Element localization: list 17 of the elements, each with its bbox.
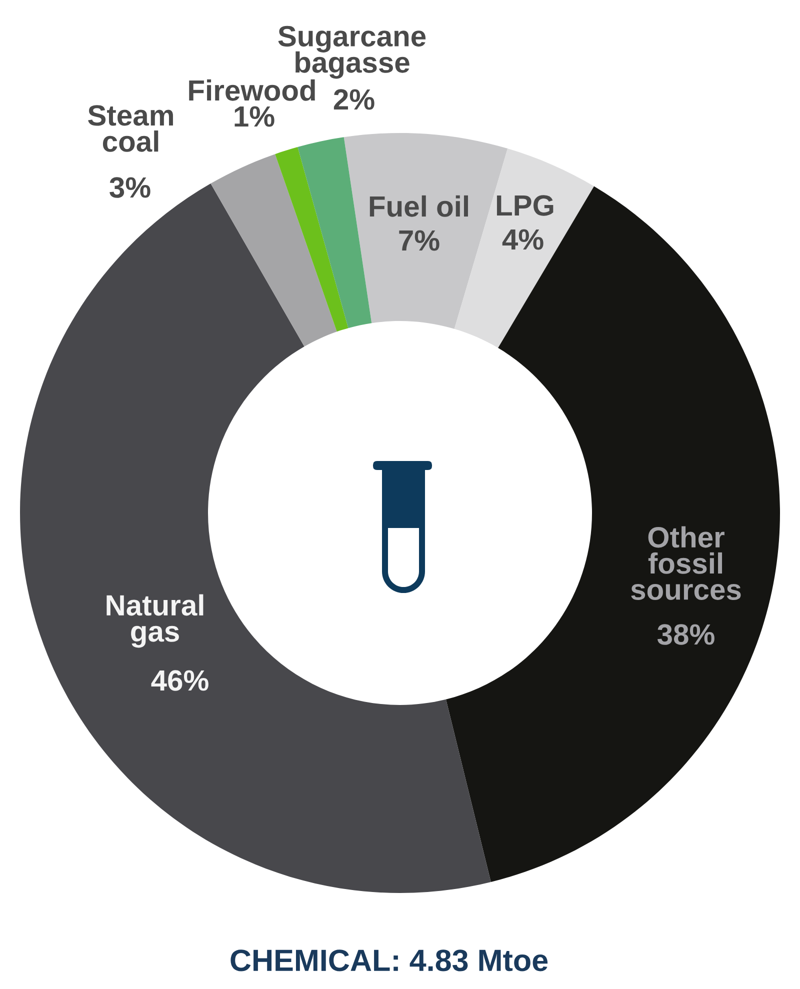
data-label: 2% — [334, 89, 374, 110]
slice-label: Fuel oil — [370, 195, 468, 217]
data-label: 7% — [399, 230, 440, 251]
slice-label: Firewood — [189, 79, 315, 101]
data-label: 3% — [110, 177, 150, 198]
slice-label: Natural gas — [106, 594, 204, 648]
slice-label: LPG — [496, 195, 554, 216]
data-label: 46% — [151, 670, 208, 691]
donut-slice — [275, 147, 348, 332]
slice-label: Sugarcane bagasse — [278, 26, 426, 79]
data-label: 4% — [502, 229, 544, 250]
data-label: 38% — [657, 624, 714, 645]
donut-slice — [210, 154, 337, 347]
slice-label: Other fossil sources — [631, 526, 741, 600]
text: CHEMICAL: 4.83 Mtoe — [230, 950, 548, 972]
slice-label: Steam coal — [88, 105, 173, 152]
data-label: 1% — [234, 106, 274, 127]
